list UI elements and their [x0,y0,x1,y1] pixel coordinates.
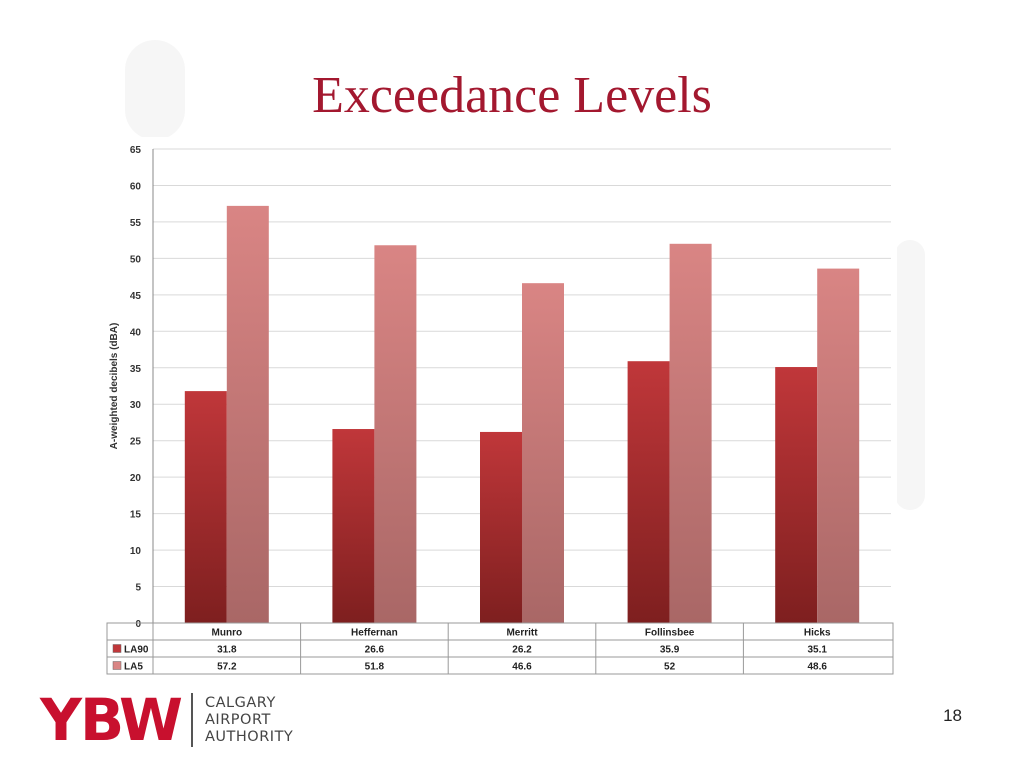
data-table-border [106,622,894,675]
data-label: 57.2 [217,662,237,673]
data-label: 46.6 [512,662,532,673]
y-tick-label: 45 [130,291,142,302]
bar-la90-hicks [775,367,818,623]
category-label: Munro [212,628,243,639]
y-tick-label: 55 [130,218,142,229]
y-axis-title: A-weighted decibels (dBA) [109,323,120,450]
y-tick-label: 0 [135,619,141,630]
category-label: Heffernan [351,628,398,639]
data-label: 26.6 [365,645,385,656]
logo-mark: YBW [40,686,183,754]
data-label: 31.8 [217,645,237,656]
y-tick-label: 50 [130,254,142,265]
y-tick-label: 65 [130,145,142,156]
y-tick-label: 5 [135,583,141,594]
page-number: 18 [943,706,962,725]
bar-la5-munro [226,205,269,623]
data-label: 35.9 [660,645,680,656]
data-label: 35.1 [807,645,827,656]
bar-la90-munro [184,391,227,623]
bar-chart: 0 5 10 15 20 25 30 35 40 45 50 55 60 65 A-weighted dec… [106,145,894,675]
bar-la90-heffernan [332,429,375,623]
logo-text: CALGARY AIRPORT AUTHORITY [205,695,293,746]
background-silhouette-right [895,240,925,510]
logo-divider [191,693,194,747]
data-label: 52 [664,662,676,673]
y-tick-label: 20 [130,473,142,484]
logo-line-3: AUTHORITY [205,728,294,745]
chart-panel: 0 5 10 15 20 25 30 35 40 45 50 55 60 65 A-weighted dec… [101,137,897,688]
bar-la5-hicks [817,268,860,623]
logo-line-2: AIRPORT [205,711,271,728]
data-label: 26.2 [512,645,532,656]
y-tick-label: 40 [130,327,142,338]
ybw-logo: YBW CALGARY AIRPORT AUTHORITY [40,690,293,750]
category-label: Merritt [506,628,538,639]
y-tick-label: 35 [130,364,142,375]
legend-swatch-la5 [112,661,122,670]
y-tick-label: 60 [130,181,142,192]
bar-la90-merritt [480,431,522,623]
category-label: Follinsbee [645,628,695,639]
data-label: 51.8 [365,662,385,673]
y-tick-label: 15 [130,510,142,521]
logo-line-1: CALGARY [205,694,276,711]
legend-swatch-la90 [112,644,122,653]
bar-la90-follinsbee [627,361,670,623]
y-tick-label: 30 [130,400,142,411]
background-silhouette-left [125,40,185,140]
bar-la5-merritt [522,283,564,623]
legend-label-la90: LA90 [124,645,149,656]
y-tick-label: 25 [130,437,142,448]
data-label: 48.6 [807,662,827,673]
bar-la5-heffernan [374,245,417,623]
legend-label-la5: LA5 [124,662,143,673]
slide-title: Exceedance Levels [312,67,712,124]
bar-la5-follinsbee [669,243,712,624]
category-label: Hicks [804,628,831,639]
y-tick-label: 10 [130,546,142,557]
